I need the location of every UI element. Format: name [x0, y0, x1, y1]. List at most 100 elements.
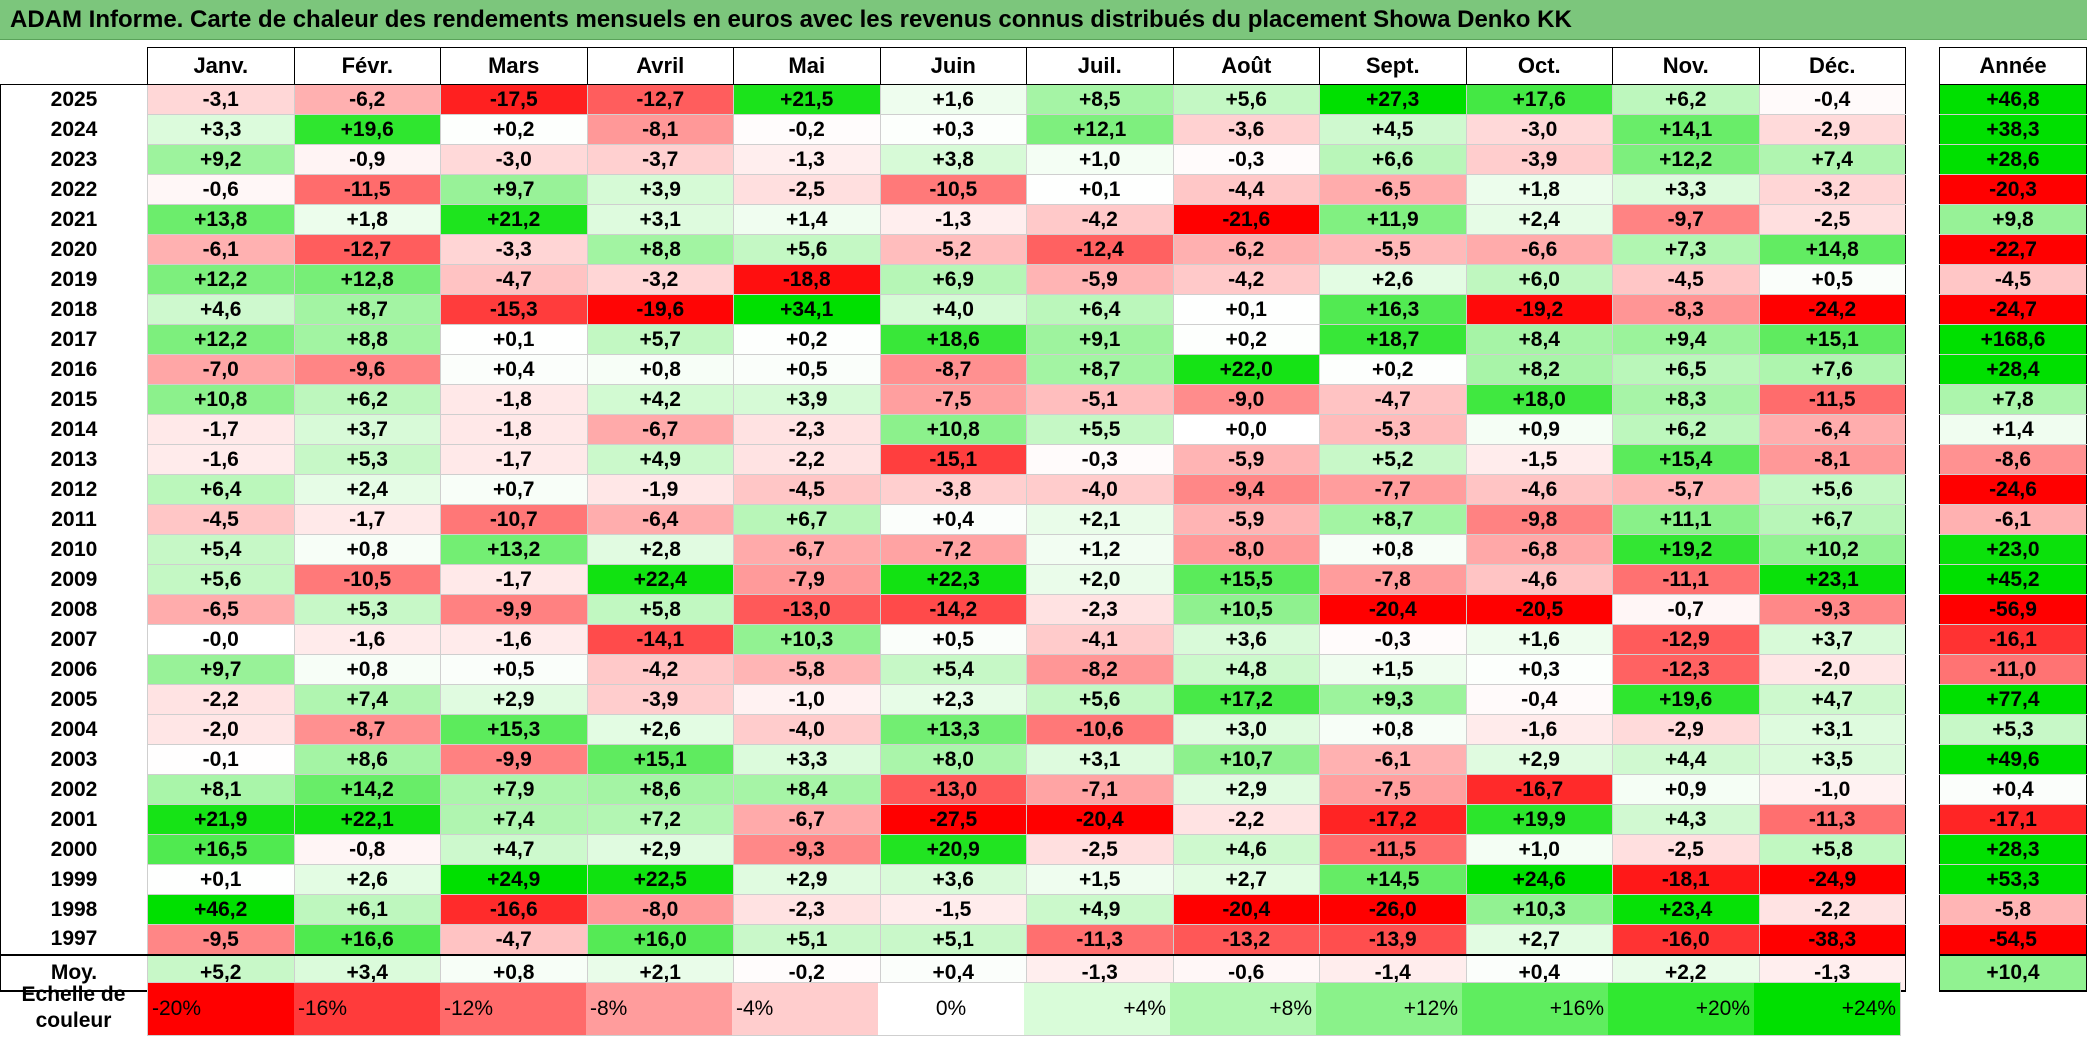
annual-cell: +9,8 [1939, 204, 2087, 235]
year-row: 2016 -7,0 -9,6 +0,4 +0,8 +0,5 -8,7 +8,7 +22,0 +0,… [0, 354, 1906, 385]
heatmap-cell: -7,9 [733, 564, 881, 595]
heatmap-cell: +34,1 [733, 294, 881, 325]
heatmap-cell: +2,9 [733, 864, 881, 895]
heatmap-cell: -2,9 [1612, 714, 1760, 745]
heatmap-cell: +9,4 [1612, 324, 1760, 355]
heatmap-cell: +6,1 [293, 894, 441, 925]
heatmap-cell: +3,7 [293, 414, 441, 445]
heatmap-cell: -11,5 [1319, 834, 1467, 865]
heatmap-cell: +21,5 [733, 84, 881, 115]
heatmap-cell: +2,6 [586, 714, 734, 745]
month-header: Oct. [1465, 47, 1613, 85]
year-label: 2004 [0, 714, 148, 745]
heatmap-cell: -4,7 [440, 924, 588, 956]
heatmap-cell: -6,4 [586, 504, 734, 535]
color-scale: -20% -16% -12% -8% -4% 0% +4% +8% +12% +16% +20% +2… [147, 982, 1901, 1036]
heatmap-cell: +5,1 [879, 924, 1027, 956]
heatmap-cell: -8,7 [879, 354, 1027, 385]
heatmap-cell: +8,6 [586, 774, 734, 805]
heatmap-cell: -1,6 [147, 444, 295, 475]
year-row: 2019 +12,2 +12,8 -4,7 -3,2 -18,8 +6,9 -5,9 -4,2 +… [0, 264, 1906, 295]
heatmap-cell: +1,6 [879, 84, 1027, 115]
heatmap-cell: +11,9 [1319, 204, 1467, 235]
heatmap-cell: -2,5 [1758, 204, 1906, 235]
year-label: 2023 [0, 144, 148, 175]
heatmap-cell: +2,4 [1465, 204, 1613, 235]
heatmap-cell: +8,1 [147, 774, 295, 805]
heatmap-cell: +27,3 [1319, 84, 1467, 115]
month-header: Juil. [1026, 47, 1174, 85]
heatmap-cell: -0,3 [1172, 144, 1320, 175]
heatmap-cell: +3,3 [733, 744, 881, 775]
color-scale-swatch: -16% [294, 983, 440, 1035]
heatmap-cell: -1,8 [440, 414, 588, 445]
heatmap-cell: +2,3 [879, 684, 1027, 715]
heatmap-cell: +7,4 [440, 804, 588, 835]
heatmap-cell: +15,4 [1612, 444, 1760, 475]
heatmap-cell: -38,3 [1758, 924, 1906, 956]
heatmap-cell: -12,7 [586, 84, 734, 115]
heatmap-cell: -2,5 [1026, 834, 1174, 865]
heatmap-cell: -7,7 [1319, 474, 1467, 505]
heatmap-cell: -9,5 [147, 924, 295, 956]
annual-cell: +53,3 [1939, 864, 2087, 895]
heatmap-cell: -13,0 [879, 774, 1027, 805]
heatmap-cell: +0,8 [293, 534, 441, 565]
heatmap-cell: -4,7 [1319, 384, 1467, 415]
heatmap-cell: +2,9 [440, 684, 588, 715]
heatmap-cell: +18,7 [1319, 324, 1467, 355]
annual-cell: -17,1 [1939, 804, 2087, 835]
year-row: 2001 +21,9 +22,1 +7,4 +7,2 -6,7 -27,5 -20,4 -2,2… [0, 804, 1906, 835]
heatmap-cell: -1,9 [586, 474, 734, 505]
heatmap-cell: +19,6 [293, 114, 441, 145]
heatmap-cell: +5,7 [586, 324, 734, 355]
year-row: 2017 +12,2 +8,8 +0,1 +5,7 +0,2 +18,6 +9,1 +0,2 +1… [0, 324, 1906, 355]
heatmap-cell: -4,2 [1172, 264, 1320, 295]
heatmap-cell: -5,9 [1172, 504, 1320, 535]
heatmap-cell: -13,0 [733, 594, 881, 625]
heatmap-cell: +14,5 [1319, 864, 1467, 895]
heatmap-cell: +1,0 [1026, 144, 1174, 175]
year-row: 2011 -4,5 -1,7 -10,7 -6,4 +6,7 +0,4 +2,1 -5,9 +8,… [0, 504, 1906, 535]
heatmap-cell: -2,2 [147, 684, 295, 715]
year-label: 1999 [0, 864, 148, 895]
annual-cell: -54,5 [1939, 924, 2087, 956]
heatmap-cell: +7,6 [1758, 354, 1906, 385]
heatmap-cell: +4,6 [1172, 834, 1320, 865]
year-row: 2024 +3,3 +19,6 +0,2 -8,1 -0,2 +0,3 +12,1 -3,6 +4… [0, 114, 1906, 145]
annual-cell: +23,0 [1939, 534, 2087, 565]
heatmap-cell: -1,7 [440, 564, 588, 595]
heatmap-cell: -10,7 [440, 504, 588, 535]
month-header: Déc. [1758, 47, 1906, 85]
heatmap-cell: -6,1 [1319, 744, 1467, 775]
heatmap-cell: -0,3 [1319, 624, 1467, 655]
heatmap-cell: +0,8 [1319, 534, 1467, 565]
heatmap-cell: -24,2 [1758, 294, 1906, 325]
heatmap-cell: +0,5 [879, 624, 1027, 655]
heatmap-cell: -16,6 [440, 894, 588, 925]
year-label: 2019 [0, 264, 148, 295]
heatmap-cell: -1,7 [147, 414, 295, 445]
annual-cell: +46,8 [1939, 84, 2087, 115]
color-scale-swatch: -12% [440, 983, 586, 1035]
annual-cell: +0,4 [1939, 774, 2087, 805]
heatmap-cell: +3,6 [1172, 624, 1320, 655]
heatmap-cell: +3,9 [733, 384, 881, 415]
year-label: 2018 [0, 294, 148, 325]
annual-cell: +168,6 [1939, 324, 2087, 355]
heatmap-cell: +9,2 [147, 144, 295, 175]
heatmap-cell: +5,8 [586, 594, 734, 625]
heatmap-cell: -3,2 [1758, 174, 1906, 205]
color-scale-swatch: +20% [1608, 983, 1754, 1035]
heatmap-cell: +7,4 [293, 684, 441, 715]
heatmap-cell: -18,8 [733, 264, 881, 295]
heatmap-cell: -6,5 [1319, 174, 1467, 205]
heatmap-cell: -9,0 [1172, 384, 1320, 415]
heatmap-cell: -2,0 [1758, 654, 1906, 685]
color-scale-swatch: -4% [732, 983, 878, 1035]
heatmap-cell: -7,0 [147, 354, 295, 385]
heatmap-cell: -4,5 [1612, 264, 1760, 295]
heatmap-cell: -14,1 [586, 624, 734, 655]
heatmap-cell: +5,2 [1319, 444, 1467, 475]
heatmap-cell: -16,0 [1612, 924, 1760, 956]
